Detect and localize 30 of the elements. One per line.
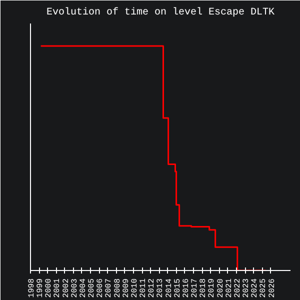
x-tick-label: 2006 [96, 278, 106, 298]
x-tick-label: 1999 [36, 278, 46, 298]
x-tick-label: 2019 [208, 278, 217, 298]
x-tick-label: 2001 [53, 278, 62, 298]
x-tick-label: 2004 [78, 278, 88, 298]
x-tick-label: 2024 [250, 278, 260, 298]
x-tick-label: 2018 [199, 278, 208, 298]
x-tick-label: 2016 [182, 278, 191, 298]
x-tick-label: 2008 [113, 278, 122, 298]
x-tick-label: 2025 [259, 278, 268, 298]
x-tick-label: 2020 [216, 278, 226, 298]
x-tick-label: 2015 [173, 278, 182, 298]
x-tick-label: 2009 [122, 278, 131, 298]
x-tick-label: 2021 [224, 278, 234, 298]
chart-title: Evolution of time on level Escape DLTK [46, 6, 275, 18]
x-tick-label: 2010 [130, 278, 140, 298]
x-tick-label: 2000 [44, 278, 54, 298]
x-tick-label: 2007 [104, 278, 114, 298]
x-tick-label: 2003 [70, 278, 80, 298]
x-tick-label: 2011 [139, 278, 148, 298]
x-tick-label: 2022 [233, 278, 242, 298]
x-tick-label: 1998 [28, 278, 36, 298]
x-tick-label: 2013 [156, 278, 166, 298]
x-tick-label: 2002 [62, 278, 71, 298]
x-tick-label: 2014 [164, 278, 174, 298]
x-tick-label: 2012 [148, 278, 157, 298]
x-tick-label: 2026 [268, 278, 277, 298]
x-tick-label: 2005 [88, 278, 97, 298]
x-tick-label: 2017 [190, 278, 200, 298]
x-tick-label: 2023 [242, 278, 252, 298]
